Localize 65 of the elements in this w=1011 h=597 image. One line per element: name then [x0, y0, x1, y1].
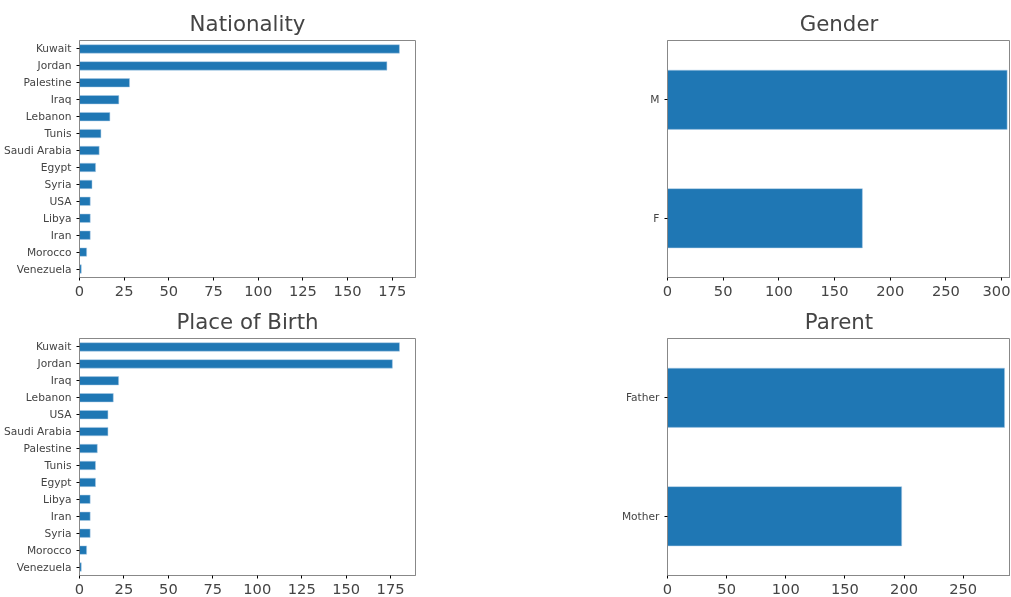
x-tick-label: 125	[288, 281, 317, 299]
x-tick-label: 175	[376, 579, 405, 597]
x-tick-label: 50	[159, 281, 179, 299]
x-tick-label: 150	[830, 579, 859, 597]
y-tick-label: Jordan	[36, 59, 72, 73]
x-tick-label: 50	[717, 579, 736, 597]
x-tick-label: 0	[74, 579, 85, 597]
y-tick-label: Father	[625, 391, 661, 405]
x-tick-label: 50	[159, 579, 178, 597]
y-tick-label: Egypt	[40, 160, 72, 174]
chart-title: Nationality	[189, 10, 306, 36]
y-tick-label: Lebanon	[25, 391, 72, 405]
y-tick-label: Libya	[43, 492, 72, 506]
y-tick-label: USA	[49, 408, 73, 422]
y-tick-label: Venezuela	[16, 560, 72, 574]
y-tick-label: Tunis	[43, 458, 72, 472]
x-tick-label: 75	[203, 579, 223, 597]
x-tick-label: 300	[982, 281, 1011, 299]
y-tick-label: Tunis	[43, 127, 72, 141]
x-tick-label: 200	[890, 579, 919, 597]
y-tick-label: Libya	[43, 211, 72, 225]
y-tick-label: Lebanon	[25, 110, 72, 124]
y-tick-label: Jordan	[36, 357, 72, 371]
x-tick-label: 100	[243, 579, 272, 597]
y-tick-label: Morocco	[26, 543, 72, 557]
y-tick-label: Venezuela	[16, 262, 72, 276]
y-tick-label: Iran	[50, 228, 72, 242]
chart-title: Place of Birth	[176, 308, 319, 334]
x-tick-label: 75	[204, 281, 223, 299]
y-tick-label: Kuwait	[35, 340, 72, 354]
x-tick-label: 100	[771, 579, 800, 597]
x-tick-label: 0	[662, 579, 673, 597]
y-tick-label: Iraq	[50, 374, 72, 388]
x-tick-label: 250	[949, 579, 978, 597]
x-tick-label: 25	[114, 281, 134, 299]
y-tick-label: Palestine	[23, 76, 72, 90]
x-tick-label: 0	[74, 281, 85, 299]
x-tick-label: 100	[764, 281, 793, 299]
x-tick-label: 25	[114, 579, 134, 597]
y-tick-label: Syria	[44, 526, 72, 540]
y-tick-label: Mother	[621, 509, 661, 523]
x-tick-label: 125	[287, 579, 316, 597]
y-tick-label: Palestine	[23, 442, 72, 456]
y-tick-label: Morocco	[26, 245, 72, 259]
x-tick-label: 100	[244, 281, 273, 299]
x-tick-label: 175	[378, 281, 407, 299]
x-tick-label: 250	[931, 281, 960, 299]
chart-title: Parent	[804, 308, 874, 334]
x-tick-label: 50	[713, 281, 733, 299]
y-tick-label: M	[650, 93, 660, 107]
y-tick-label: Iraq	[50, 93, 72, 107]
x-tick-label: 150	[820, 281, 849, 299]
y-tick-label: USA	[49, 194, 73, 208]
x-tick-label: 0	[662, 281, 673, 299]
y-tick-label: F	[653, 211, 660, 225]
y-tick-label: Saudi Arabia	[3, 144, 72, 158]
y-tick-label: Kuwait	[35, 42, 72, 56]
x-tick-label: 200	[876, 281, 905, 299]
x-tick-label: 150	[332, 579, 361, 597]
y-tick-label: Syria	[44, 177, 72, 191]
y-tick-label: Iran	[50, 509, 72, 523]
x-tick-label: 150	[333, 281, 362, 299]
y-tick-label: Egypt	[40, 475, 72, 489]
chart-title: Gender	[799, 10, 879, 36]
y-tick-label: Saudi Arabia	[3, 425, 72, 439]
